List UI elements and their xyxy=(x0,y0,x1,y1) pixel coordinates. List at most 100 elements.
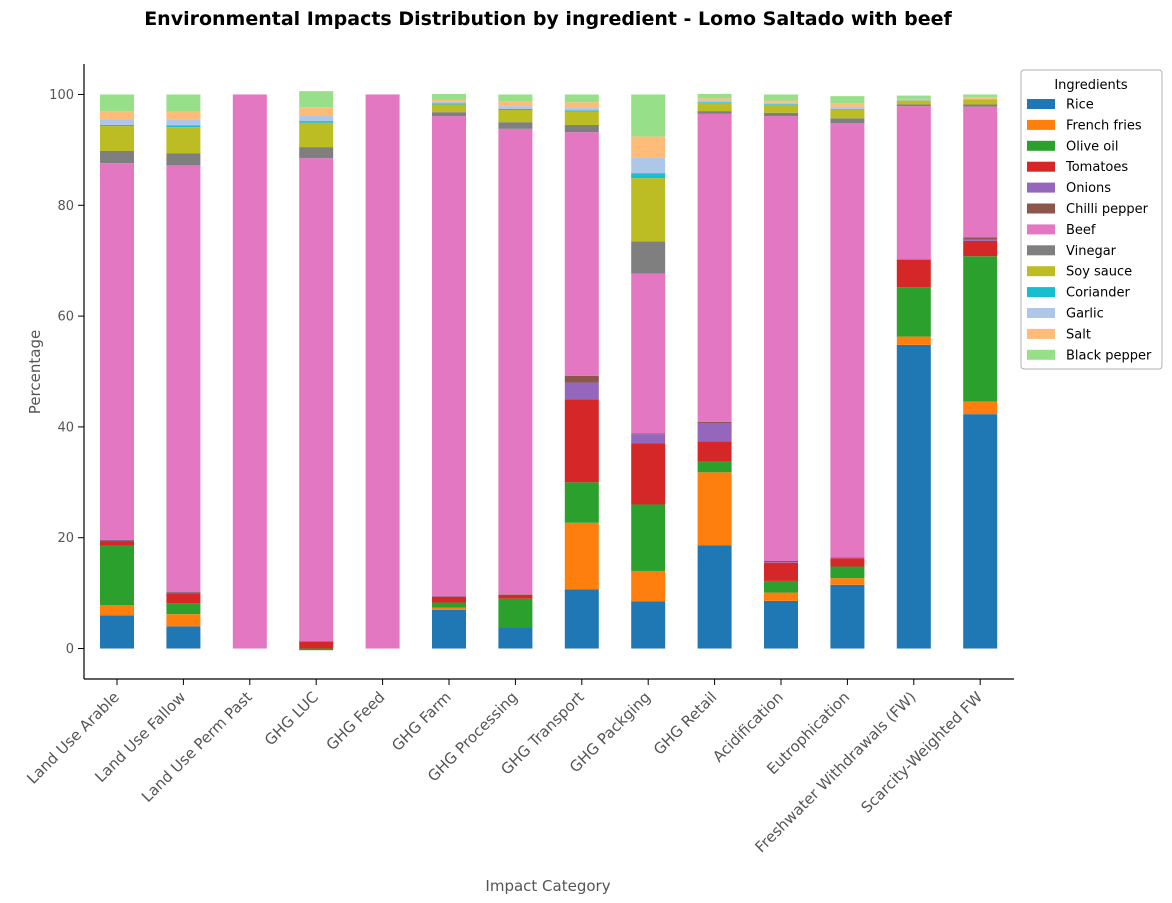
bar-segment xyxy=(764,562,798,581)
bar-segment xyxy=(631,157,666,174)
bar-segment xyxy=(963,94,998,98)
bar-segment xyxy=(830,578,865,585)
bar-segment xyxy=(432,609,466,649)
bar-segment xyxy=(764,580,798,593)
bar-segment xyxy=(631,94,666,137)
bar-segment xyxy=(100,119,134,125)
x-tick-label: Land Use Perm Past xyxy=(138,688,256,806)
bar-segment xyxy=(166,592,201,594)
bar-segment xyxy=(697,100,732,103)
x-tick-label: GHG Retail xyxy=(650,688,720,758)
bar-segment xyxy=(830,96,865,104)
legend-swatch xyxy=(1027,245,1055,256)
bar-segment xyxy=(166,94,201,112)
bar-segment xyxy=(100,111,134,120)
bar-segment xyxy=(631,241,666,274)
legend-item-label: Tomatoes xyxy=(1065,160,1128,175)
legend-swatch xyxy=(1027,266,1055,277)
bar-segment xyxy=(631,434,666,444)
y-tick-label: 80 xyxy=(57,199,74,214)
bar-segment xyxy=(100,541,134,546)
bar-segment xyxy=(432,607,466,610)
bar-segment xyxy=(432,104,466,113)
bar-segment xyxy=(697,461,732,473)
bar-segment xyxy=(830,109,865,119)
bar-segment xyxy=(100,94,134,112)
bar-segment xyxy=(100,545,134,606)
bar-segment xyxy=(764,112,798,117)
bar-segment xyxy=(299,91,334,108)
y-axis: 0 20 40 60 80 100 xyxy=(49,88,84,657)
bar-segment xyxy=(100,539,134,541)
bar-segment xyxy=(896,259,931,288)
bar-segment xyxy=(631,570,666,602)
bar-segment xyxy=(432,99,466,102)
bar-segment xyxy=(963,98,998,100)
bar-segment xyxy=(764,100,798,103)
bar-segment xyxy=(100,615,134,649)
bar-segment xyxy=(631,433,666,435)
bar-segment xyxy=(631,173,666,179)
bar-segment xyxy=(764,102,798,105)
bar-segment xyxy=(830,566,865,579)
bar-segment xyxy=(432,597,466,603)
bar-segment xyxy=(432,112,466,117)
bar-segment xyxy=(631,504,666,571)
bar-segment xyxy=(498,101,533,107)
bar-segment xyxy=(697,421,732,424)
bar-segment xyxy=(498,122,533,129)
bar-segment xyxy=(564,399,599,483)
bar-segment xyxy=(697,98,732,101)
bar-segment xyxy=(299,641,334,649)
bar-segment xyxy=(498,94,533,102)
x-tick-label: GHG Feed xyxy=(323,688,389,754)
legend-item-label: French fries xyxy=(1066,118,1142,133)
bar-segment xyxy=(498,627,533,649)
bar-segment xyxy=(764,592,798,601)
legend-item-label: Salt xyxy=(1066,327,1091,342)
bar-segment xyxy=(498,109,533,123)
bar-segment xyxy=(697,545,732,649)
bar-segment xyxy=(764,562,798,563)
bar-segment xyxy=(166,153,201,166)
bar-segment xyxy=(498,128,533,595)
legend-swatch xyxy=(1027,224,1055,235)
bar-segment xyxy=(963,106,998,238)
bar-segment xyxy=(697,441,732,462)
legend-swatch xyxy=(1027,349,1055,360)
legend-item-label: Garlic xyxy=(1066,307,1104,322)
legend: Ingredients Rice French fries Olive oil Tom… xyxy=(1020,69,1163,370)
bar-segment xyxy=(564,94,599,103)
legend-item-label: Soy sauce xyxy=(1066,265,1132,280)
bar-segment xyxy=(166,127,201,154)
bar-segment xyxy=(764,560,798,563)
bar-segment xyxy=(697,423,732,442)
bar-segment xyxy=(432,103,466,105)
bar-segment xyxy=(896,344,931,649)
bar-segment xyxy=(432,116,466,597)
bar-segment xyxy=(564,107,599,111)
x-axis-label: Impact Category xyxy=(485,877,610,895)
bar-segment xyxy=(498,594,533,599)
chart-title: Environmental Impacts Distribution by in… xyxy=(144,8,952,30)
bar-segment xyxy=(100,540,134,542)
bar-segment xyxy=(963,97,998,99)
bar-segment xyxy=(564,482,599,523)
legend-item-label: Coriander xyxy=(1066,286,1130,301)
bar-segment xyxy=(697,103,732,112)
bar-segment xyxy=(564,111,599,125)
y-tick-label: 0 xyxy=(66,642,74,657)
bar-segment xyxy=(631,136,666,158)
bar-segment xyxy=(100,124,134,127)
bar-segment xyxy=(100,150,134,164)
y-tick-label: 60 xyxy=(57,310,74,325)
bar-segment xyxy=(697,113,732,422)
legend-swatch xyxy=(1027,99,1055,109)
x-tick-label: GHG Farm xyxy=(388,688,455,755)
bar-segment xyxy=(432,596,466,597)
legend-item-label: Onions xyxy=(1066,181,1111,196)
bar-segment xyxy=(830,106,865,109)
bar-segment xyxy=(299,158,334,642)
legend-swatch xyxy=(1027,140,1055,151)
